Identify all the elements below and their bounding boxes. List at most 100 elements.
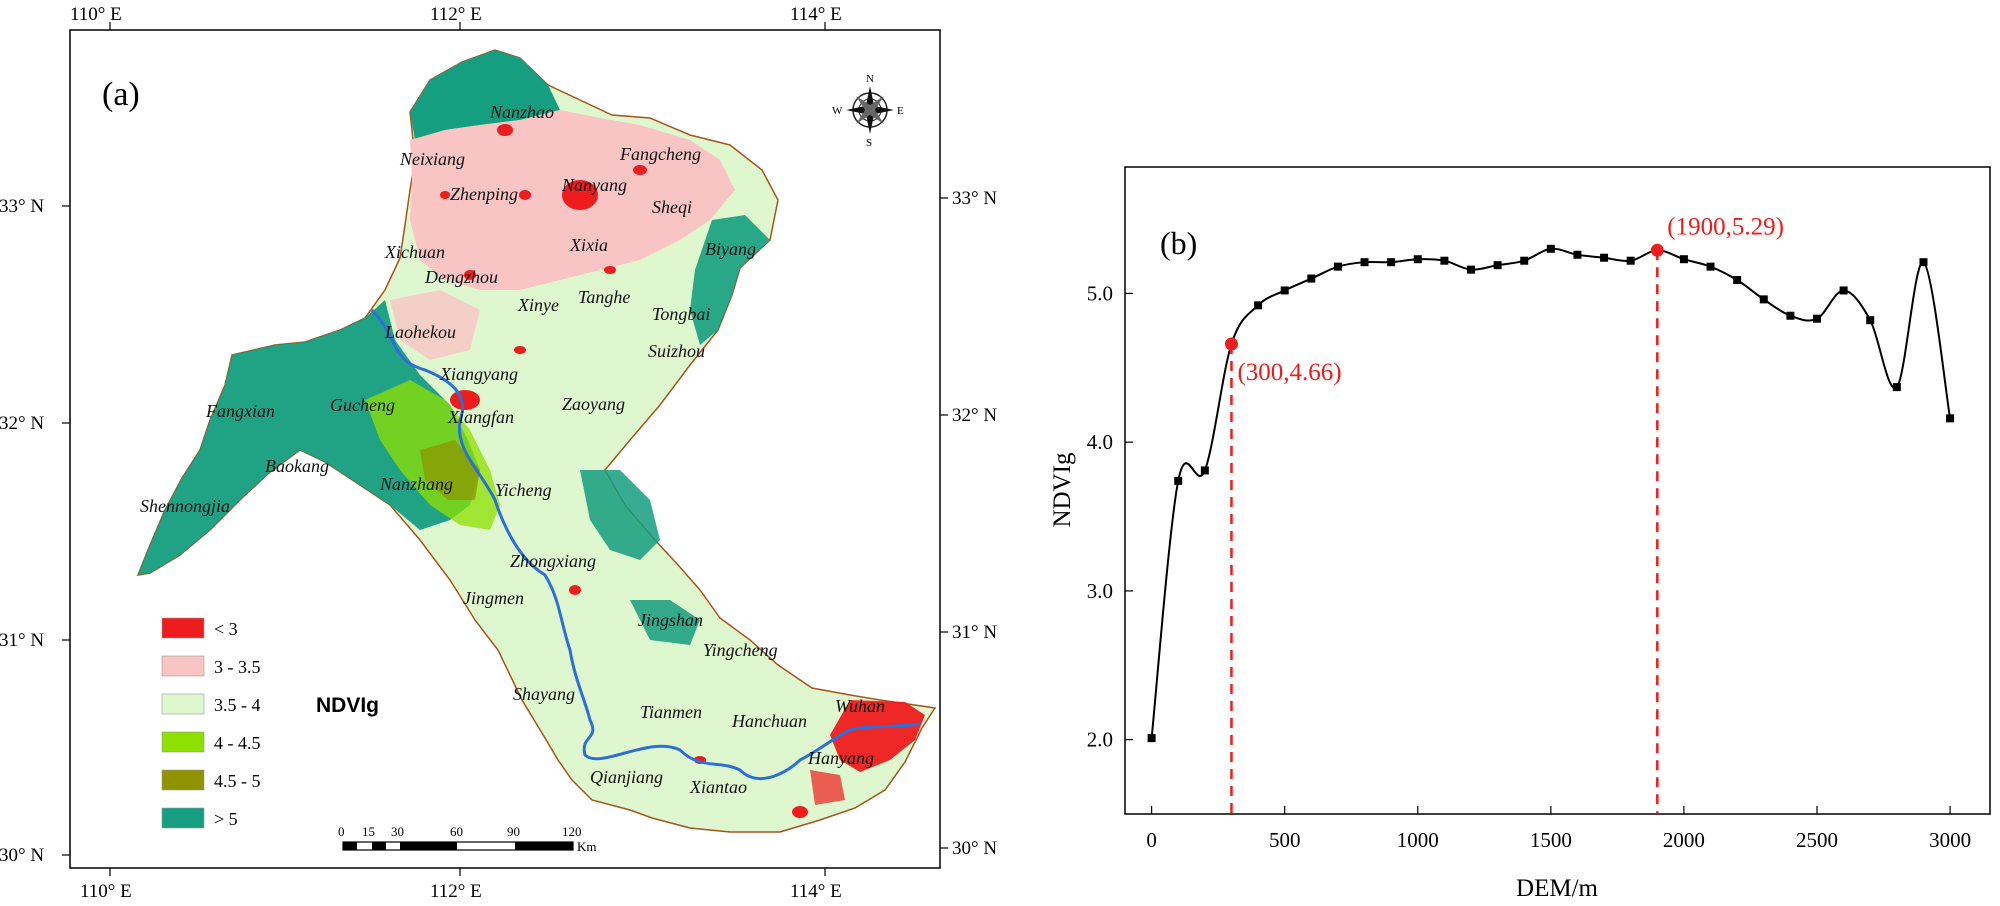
- city-label: Yingcheng: [703, 640, 778, 660]
- data-point: [1946, 414, 1955, 423]
- city-label: Jingshan: [638, 610, 703, 630]
- scale-tick: 15: [362, 824, 375, 839]
- top-tick-112e: 112° E: [430, 4, 482, 25]
- compass-east-label: E: [897, 105, 904, 117]
- chart-plot-area: [1124, 166, 1991, 815]
- data-point: [1892, 383, 1901, 392]
- chart-axis-ticks: 0 500 1000 1500 2000 2500 3000 2.0 3.0 4.0 5.0: [1087, 281, 1971, 852]
- scale-tick: 120: [562, 824, 582, 839]
- x-tick-label: 500: [1269, 828, 1301, 852]
- city-label: Xiantao: [689, 777, 747, 797]
- region-high-east: [690, 215, 770, 345]
- city-label: Laohekou: [384, 322, 456, 342]
- top-tick-110e: 110° E: [70, 4, 122, 25]
- data-point: [1626, 256, 1635, 265]
- y-tick-label: 2.0: [1087, 728, 1113, 752]
- data-point: [1679, 255, 1688, 264]
- data-point: [1520, 256, 1529, 265]
- region-high-central: [580, 470, 660, 560]
- bottom-tick-110e: 110° E: [80, 881, 132, 902]
- region-high-southwest: [138, 300, 480, 575]
- x-axis-label: DEM/m: [1516, 875, 1599, 902]
- y-axis-label: NDVIg: [1049, 452, 1076, 527]
- data-point: [1546, 244, 1555, 253]
- data-point: [1467, 265, 1475, 274]
- region-high-north: [410, 50, 560, 140]
- city-label: Yicheng: [495, 480, 552, 500]
- scale-bar: 0 15 30 60 90 120 Km: [338, 824, 597, 854]
- data-point: [1254, 301, 1263, 310]
- annotation-point: [1224, 337, 1238, 351]
- data-point: [1200, 466, 1209, 475]
- scale-tick: 60: [450, 824, 463, 839]
- city-label: Tongbai: [652, 304, 710, 324]
- data-point: [1919, 258, 1928, 267]
- data-point: [1174, 476, 1183, 485]
- data-point: [1280, 286, 1289, 295]
- scale-tick: 0: [338, 824, 345, 839]
- legend-label: > 5: [214, 809, 238, 829]
- data-point: [1493, 261, 1502, 270]
- annotation-point: [1650, 243, 1664, 257]
- city-label: Dengzhou: [424, 267, 498, 287]
- city-label: Wuhan: [835, 696, 885, 716]
- scale-tick: 30: [391, 824, 404, 839]
- region-red-patches: [440, 124, 925, 818]
- left-tick-32n: 32° N: [0, 413, 44, 434]
- city-label: Fangcheng: [619, 144, 701, 164]
- city-label: Sheqi: [652, 197, 692, 217]
- y-tick-label: 4.0: [1087, 430, 1113, 454]
- map-legend: < 3 3 - 3.5 3.5 - 4 4 - 4.5 4.5 - 5 > 5: [161, 617, 261, 829]
- right-tick-32n: 32° N: [952, 405, 997, 426]
- compass-west-label: W: [832, 105, 843, 117]
- compass-rose-icon: N S E W: [832, 73, 904, 149]
- city-label: Nanzhang: [379, 474, 453, 494]
- city-label: Zhongxiang: [510, 551, 596, 571]
- city-labels: Nanzhao Neixiang Fangcheng Zhenping Nany…: [140, 102, 885, 797]
- city-label: Tanghe: [578, 287, 630, 307]
- bottom-tick-114e: 114° E: [790, 881, 842, 902]
- legend-swatch: [161, 769, 205, 791]
- left-tick-30n: 30° N: [0, 845, 44, 866]
- data-point: [1839, 286, 1848, 295]
- city-label: Qianjiang: [590, 767, 663, 787]
- data-point: [1786, 311, 1795, 320]
- data-point: [1573, 250, 1582, 259]
- x-tick-label: 1500: [1530, 828, 1572, 852]
- bottom-tick-112e: 112° E: [430, 881, 482, 902]
- city-label: Neixiang: [399, 149, 465, 169]
- scale-tick: 90: [507, 824, 520, 839]
- chart-panel: 0 500 1000 1500 2000 2500 3000 2.0 3.0 4.0 5.0 (30…: [1049, 166, 1991, 902]
- annotation-label: (300,4.66): [1237, 359, 1341, 386]
- legend-label: 4 - 4.5: [214, 733, 261, 753]
- data-point: [1706, 262, 1715, 271]
- legend-swatch: [161, 617, 205, 639]
- right-tick-30n: 30° N: [952, 838, 997, 859]
- legend-title: NDVIg: [316, 694, 379, 717]
- city-label: Gucheng: [330, 395, 395, 415]
- data-point: [1147, 734, 1156, 743]
- city-label: Nanyang: [561, 175, 627, 195]
- map-panel-label: (a): [102, 76, 140, 113]
- left-tick-31n: 31° N: [0, 630, 44, 651]
- data-point: [1866, 316, 1875, 325]
- city-label: Xinye: [517, 295, 559, 315]
- map-panel: 110° E 112° E 114° E 110° E 112° E 114° …: [0, 4, 997, 902]
- y-tick-label: 5.0: [1087, 281, 1113, 305]
- city-label: Hanchuan: [731, 711, 807, 731]
- data-point: [1600, 253, 1609, 262]
- legend-swatch: [161, 693, 205, 715]
- region-pink-2: [390, 290, 480, 360]
- city-label: Xiangyang: [439, 364, 518, 384]
- chart-marks: (300,4.66) (1900,5.29): [1147, 213, 1955, 814]
- legend-label: 4.5 - 5: [214, 771, 261, 791]
- city-label: Shayang: [513, 684, 575, 704]
- legend-label: < 3: [214, 619, 238, 639]
- legend-swatch: [161, 731, 205, 753]
- top-tick-114e: 114° E: [790, 4, 842, 25]
- compass-north-label: N: [866, 73, 874, 85]
- x-tick-label: 2000: [1663, 828, 1705, 852]
- city-label: Nanzhao: [489, 102, 554, 122]
- data-point: [1307, 274, 1316, 283]
- data-point: [1759, 295, 1768, 304]
